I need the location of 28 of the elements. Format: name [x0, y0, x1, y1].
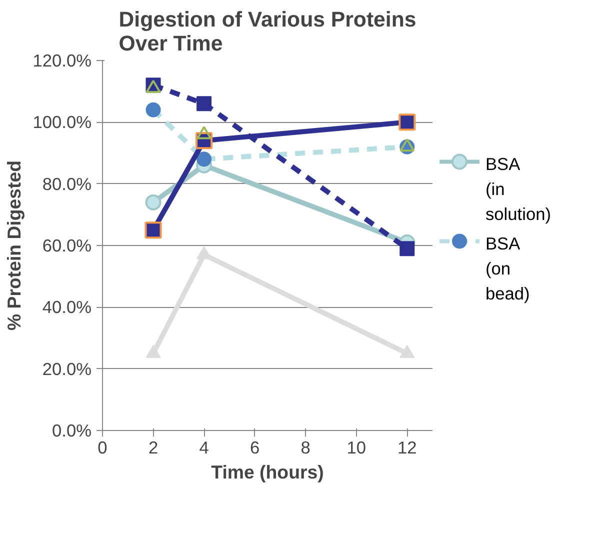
y-tick-label: 100.0%	[32, 112, 92, 132]
y-tick-label: 80.0%	[42, 174, 92, 194]
chart-title: Digestion of Various Proteins Over Time	[118, 8, 416, 56]
x-tick-label: 12	[397, 438, 417, 458]
point	[400, 241, 415, 256]
point	[146, 102, 161, 118]
point	[196, 152, 212, 167]
x-tick-label: 8	[300, 438, 310, 458]
x-tick-label: 6	[250, 438, 260, 458]
point	[398, 114, 416, 131]
point	[145, 194, 162, 210]
legend-label: BSA (on bead)	[486, 233, 530, 304]
x-tick-label: 10	[346, 438, 366, 458]
legend-label: BSA (in solution)	[486, 154, 551, 224]
point	[146, 344, 161, 358]
y-tick-label: 20.0%	[42, 358, 92, 379]
y-tick-label: 0.0%	[52, 420, 92, 440]
point	[144, 222, 162, 239]
x-tick-label: 2	[148, 438, 158, 458]
x-tick-label: 0	[98, 438, 108, 458]
y-axis-title: % Protein Digested	[4, 160, 25, 331]
point	[196, 96, 212, 112]
x-tick-label: 4	[199, 438, 210, 458]
x-axis-title: Time (hours)	[211, 462, 324, 482]
y-tick-label: 120.0%	[32, 50, 92, 70]
point	[400, 344, 415, 358]
y-tick-label: 40.0%	[42, 297, 92, 318]
y-tick-label: 60.0%	[42, 236, 92, 256]
